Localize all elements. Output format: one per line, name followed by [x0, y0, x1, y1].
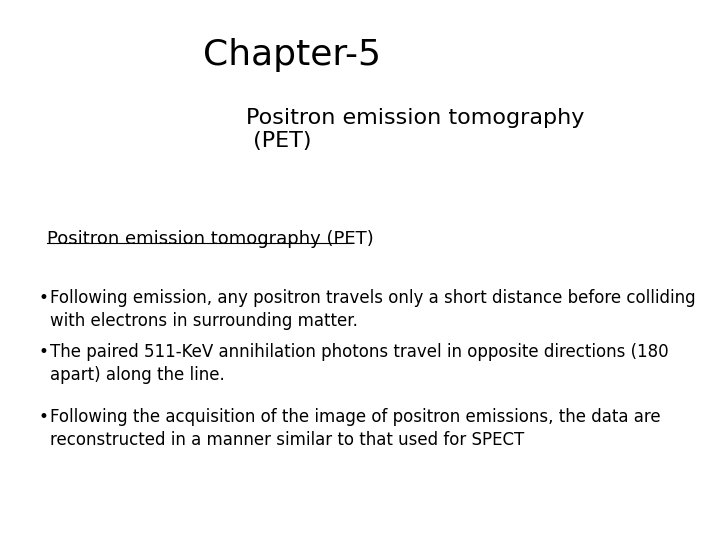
Text: •: •	[39, 289, 49, 307]
Text: •: •	[39, 408, 49, 426]
Text: Following emission, any positron travels only a short distance before colliding
: Following emission, any positron travels…	[50, 289, 696, 330]
Text: Positron emission tomography (PET): Positron emission tomography (PET)	[47, 230, 374, 247]
Text: The paired 511-KeV annihilation photons travel in opposite directions (180
apart: The paired 511-KeV annihilation photons …	[50, 343, 668, 384]
Text: Chapter-5: Chapter-5	[204, 38, 382, 72]
Text: Following the acquisition of the image of positron emissions, the data are
recon: Following the acquisition of the image o…	[50, 408, 660, 449]
Text: Positron emission tomography
 (PET): Positron emission tomography (PET)	[246, 108, 584, 151]
Text: •: •	[39, 343, 49, 361]
